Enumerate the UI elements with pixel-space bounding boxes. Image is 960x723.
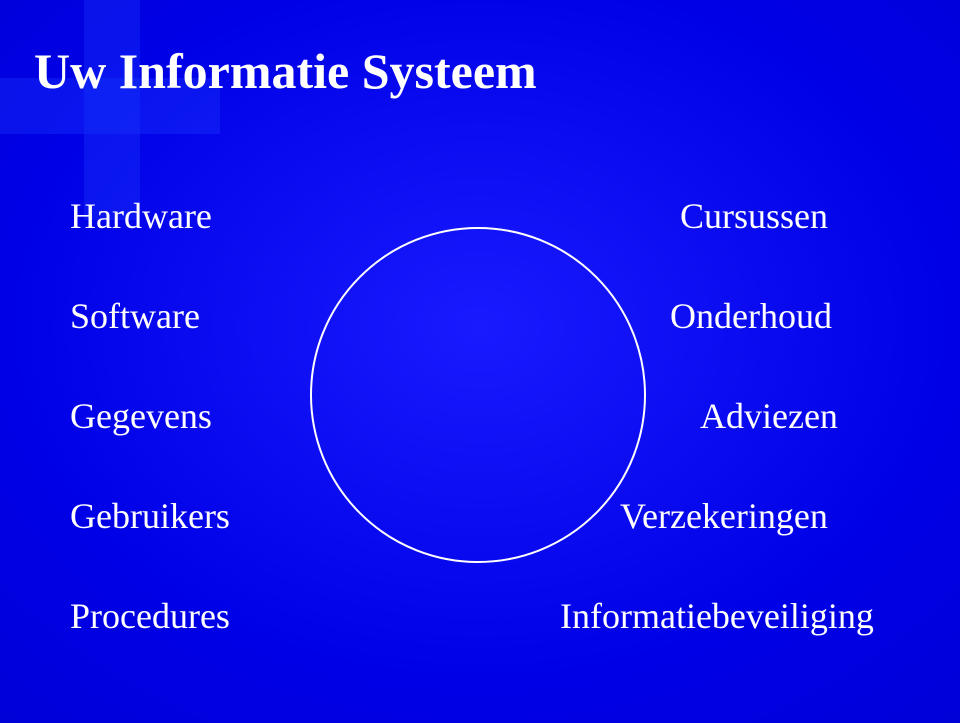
- center-circle: [310, 227, 646, 563]
- left-item-gegevens: Gegevens: [70, 395, 212, 437]
- left-item-gebruikers: Gebruikers: [70, 495, 230, 537]
- slide: Uw Informatie Systeem Hardware Software …: [0, 0, 960, 723]
- right-item-adviezen: Adviezen: [700, 395, 838, 437]
- left-item-hardware: Hardware: [70, 195, 212, 237]
- slide-title: Uw Informatie Systeem: [34, 42, 537, 100]
- right-item-onderhoud: Onderhoud: [670, 295, 832, 337]
- right-item-informatiebeveiliging: Informatiebeveiliging: [560, 595, 874, 637]
- right-item-verzekeringen: Verzekeringen: [620, 495, 828, 537]
- left-item-procedures: Procedures: [70, 595, 230, 637]
- right-item-cursussen: Cursussen: [680, 195, 828, 237]
- left-item-software: Software: [70, 295, 200, 337]
